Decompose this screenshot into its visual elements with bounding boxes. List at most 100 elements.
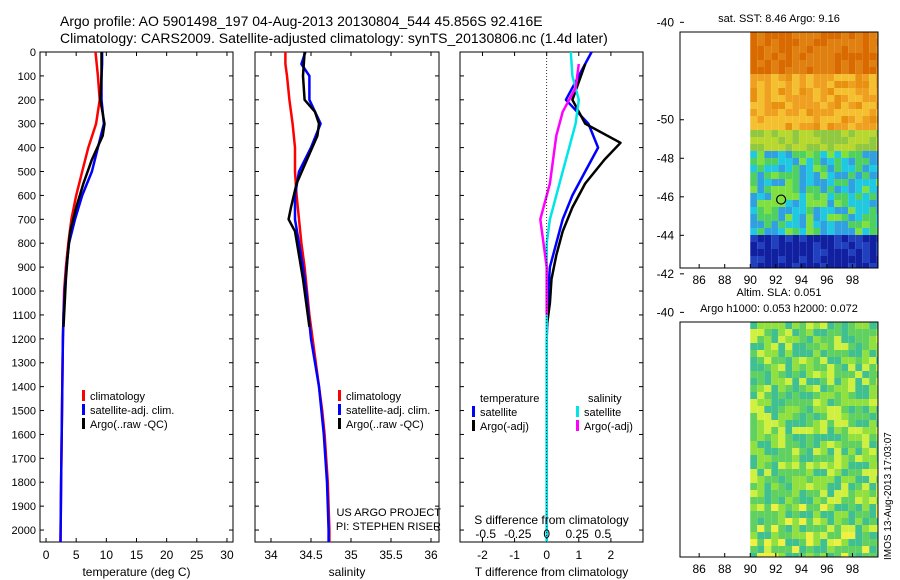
map-cell	[813, 483, 821, 490]
map-cell	[785, 228, 793, 235]
map-cell	[869, 165, 877, 172]
map-cell	[855, 95, 863, 102]
map-cell	[827, 88, 835, 95]
map-cell	[799, 60, 807, 67]
map-cell	[806, 364, 814, 371]
map-cell	[869, 214, 877, 221]
map-cell	[848, 483, 856, 490]
map-cell	[806, 137, 814, 144]
map-cell	[876, 249, 878, 256]
map-cell	[848, 539, 856, 546]
map-cell	[806, 420, 814, 427]
map-cell	[862, 151, 870, 158]
legend-swatch	[576, 406, 579, 417]
map-cell	[785, 511, 793, 518]
legend-label: Argo(..raw -QC)	[346, 419, 424, 431]
map-cell	[771, 413, 779, 420]
map-cell	[764, 504, 772, 511]
map-cell	[869, 123, 877, 130]
map-cell	[764, 249, 772, 256]
map-cell	[771, 364, 779, 371]
map-cell	[855, 371, 863, 378]
map-cell	[869, 371, 877, 378]
map-cell	[757, 214, 765, 221]
map-cell	[834, 392, 842, 399]
map-cell	[806, 116, 814, 123]
map-cell	[750, 350, 758, 357]
map-cell	[771, 406, 779, 413]
map-cell	[792, 151, 800, 158]
map-cell	[862, 32, 870, 39]
map-cell	[855, 392, 863, 399]
map-cell	[876, 427, 878, 434]
map-cell	[806, 242, 814, 249]
map-cell	[841, 102, 849, 109]
map-cell	[778, 385, 786, 392]
map-cell	[792, 504, 800, 511]
map-cell	[750, 207, 758, 214]
map-cell	[750, 74, 758, 81]
map-cell	[778, 448, 786, 455]
map-cell	[771, 539, 779, 546]
map-cell	[827, 504, 835, 511]
map-cell	[750, 172, 758, 179]
map-cell	[764, 371, 772, 378]
map-cell	[820, 553, 828, 557]
map-cell	[764, 221, 772, 228]
map-cell	[848, 263, 856, 268]
map-cell	[862, 364, 870, 371]
map-cell	[764, 179, 772, 186]
map-cell	[827, 385, 835, 392]
map-cell	[806, 263, 814, 268]
map-cell	[813, 221, 821, 228]
map-cell	[862, 378, 870, 385]
map-cell	[869, 249, 877, 256]
map-cell	[778, 441, 786, 448]
map-cell	[806, 539, 814, 546]
map-cell	[764, 539, 772, 546]
map-cell	[806, 490, 814, 497]
map-cell	[806, 228, 814, 235]
map-cell	[848, 242, 856, 249]
map-cell	[827, 455, 835, 462]
map-cell	[771, 109, 779, 116]
map-cell	[841, 483, 849, 490]
map-cell	[834, 39, 842, 46]
map-cell	[827, 434, 835, 441]
map-cell	[841, 434, 849, 441]
map-cell	[841, 546, 849, 553]
map-cell	[869, 462, 877, 469]
map-cell	[771, 53, 779, 60]
map-cell	[757, 95, 765, 102]
map-cell	[778, 130, 786, 137]
map-cell	[855, 406, 863, 413]
map-cell	[876, 39, 878, 46]
map-cell	[750, 214, 758, 221]
map-cell	[834, 525, 842, 532]
figure-title: Argo profile: AO 5901498_197 04-Aug-2013…	[60, 13, 543, 29]
map-cell	[799, 392, 807, 399]
map-cell	[799, 242, 807, 249]
map-cell	[792, 74, 800, 81]
map-cell	[799, 532, 807, 539]
map-cell	[862, 371, 870, 378]
map-cell	[841, 123, 849, 130]
map-cell	[771, 511, 779, 518]
map-cell	[757, 67, 765, 74]
map-cell	[806, 406, 814, 413]
map-cell	[799, 511, 807, 518]
map-cell	[834, 116, 842, 123]
map-cell	[757, 322, 765, 329]
map-cell	[855, 263, 863, 268]
map-cell	[848, 60, 856, 67]
map-cell	[855, 441, 863, 448]
map-cell	[806, 123, 814, 130]
map-cell	[862, 546, 870, 553]
map-cell	[757, 39, 765, 46]
map-cell	[848, 434, 856, 441]
map-cell	[841, 32, 849, 39]
map-cell	[813, 497, 821, 504]
series-line-difference-3	[539, 63, 581, 315]
map-cell	[869, 343, 877, 350]
map-cell	[820, 532, 828, 539]
